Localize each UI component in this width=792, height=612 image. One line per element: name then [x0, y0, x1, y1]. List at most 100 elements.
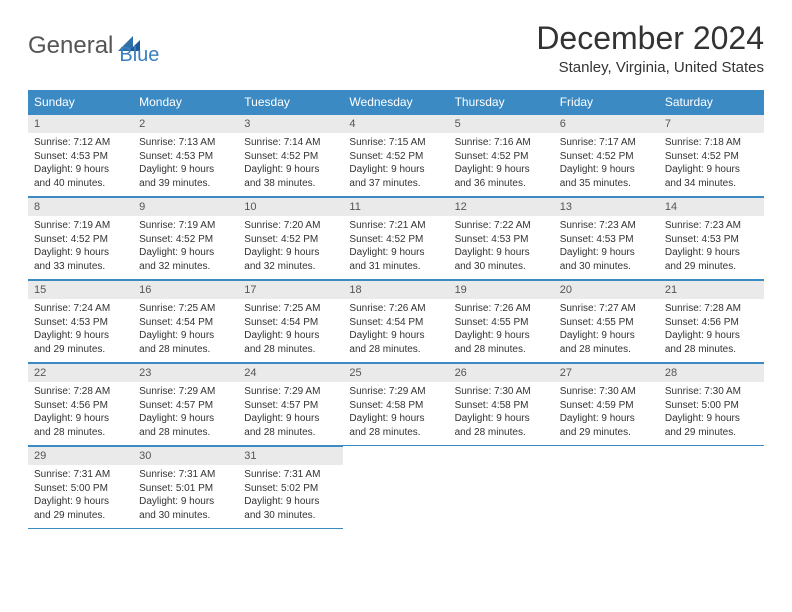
sunrise-line: Sunrise: 7:22 AM [455, 219, 548, 233]
day-cell: 8Sunrise: 7:19 AMSunset: 4:52 PMDaylight… [28, 197, 133, 280]
day-header: Sunday [28, 90, 133, 114]
daylight-line: Daylight: 9 hours and 28 minutes. [455, 329, 548, 356]
sunset-line: Sunset: 4:56 PM [665, 316, 758, 330]
day-content: Sunrise: 7:21 AMSunset: 4:52 PMDaylight:… [343, 216, 448, 279]
day-number: 25 [343, 363, 448, 382]
sunrise-line: Sunrise: 7:31 AM [244, 468, 337, 482]
day-content: Sunrise: 7:28 AMSunset: 4:56 PMDaylight:… [659, 299, 764, 362]
day-number: 13 [554, 197, 659, 216]
day-number: 16 [133, 280, 238, 299]
day-content: Sunrise: 7:23 AMSunset: 4:53 PMDaylight:… [659, 216, 764, 279]
day-cell: 30Sunrise: 7:31 AMSunset: 5:01 PMDayligh… [133, 446, 238, 529]
day-cell: 11Sunrise: 7:21 AMSunset: 4:52 PMDayligh… [343, 197, 448, 280]
day-header: Thursday [449, 90, 554, 114]
month-title: December 2024 [536, 20, 764, 57]
week-row: 15Sunrise: 7:24 AMSunset: 4:53 PMDayligh… [28, 280, 764, 363]
sunrise-line: Sunrise: 7:21 AM [349, 219, 442, 233]
sunrise-line: Sunrise: 7:31 AM [34, 468, 127, 482]
day-content: Sunrise: 7:15 AMSunset: 4:52 PMDaylight:… [343, 133, 448, 196]
day-content: Sunrise: 7:16 AMSunset: 4:52 PMDaylight:… [449, 133, 554, 196]
sunset-line: Sunset: 4:53 PM [34, 150, 127, 164]
sunset-line: Sunset: 4:53 PM [139, 150, 232, 164]
day-number: 6 [554, 114, 659, 133]
sunrise-line: Sunrise: 7:28 AM [34, 385, 127, 399]
sunrise-line: Sunrise: 7:29 AM [244, 385, 337, 399]
daylight-line: Daylight: 9 hours and 28 minutes. [139, 412, 232, 439]
day-number: 14 [659, 197, 764, 216]
sunset-line: Sunset: 4:54 PM [244, 316, 337, 330]
sunrise-line: Sunrise: 7:29 AM [349, 385, 442, 399]
day-content: Sunrise: 7:13 AMSunset: 4:53 PMDaylight:… [133, 133, 238, 196]
day-number: 12 [449, 197, 554, 216]
day-content: Sunrise: 7:12 AMSunset: 4:53 PMDaylight:… [28, 133, 133, 196]
sunrise-line: Sunrise: 7:30 AM [455, 385, 548, 399]
sunset-line: Sunset: 4:54 PM [349, 316, 442, 330]
day-header: Friday [554, 90, 659, 114]
week-row: 29Sunrise: 7:31 AMSunset: 5:00 PMDayligh… [28, 446, 764, 529]
daylight-line: Daylight: 9 hours and 33 minutes. [34, 246, 127, 273]
day-cell: 10Sunrise: 7:20 AMSunset: 4:52 PMDayligh… [238, 197, 343, 280]
day-number: 28 [659, 363, 764, 382]
sunset-line: Sunset: 4:57 PM [244, 399, 337, 413]
day-content: Sunrise: 7:14 AMSunset: 4:52 PMDaylight:… [238, 133, 343, 196]
day-header-row: SundayMondayTuesdayWednesdayThursdayFrid… [28, 90, 764, 114]
daylight-line: Daylight: 9 hours and 28 minutes. [244, 412, 337, 439]
sunrise-line: Sunrise: 7:31 AM [139, 468, 232, 482]
day-cell: 19Sunrise: 7:26 AMSunset: 4:55 PMDayligh… [449, 280, 554, 363]
sunrise-line: Sunrise: 7:15 AM [349, 136, 442, 150]
daylight-line: Daylight: 9 hours and 39 minutes. [139, 163, 232, 190]
day-cell: 1Sunrise: 7:12 AMSunset: 4:53 PMDaylight… [28, 114, 133, 197]
sunrise-line: Sunrise: 7:28 AM [665, 302, 758, 316]
daylight-line: Daylight: 9 hours and 28 minutes. [349, 412, 442, 439]
daylight-line: Daylight: 9 hours and 40 minutes. [34, 163, 127, 190]
daylight-line: Daylight: 9 hours and 29 minutes. [34, 495, 127, 522]
day-content: Sunrise: 7:30 AMSunset: 5:00 PMDaylight:… [659, 382, 764, 445]
sunrise-line: Sunrise: 7:14 AM [244, 136, 337, 150]
day-content: Sunrise: 7:19 AMSunset: 4:52 PMDaylight:… [28, 216, 133, 279]
day-number: 29 [28, 446, 133, 465]
logo-text-blue: Blue [119, 44, 159, 67]
daylight-line: Daylight: 9 hours and 34 minutes. [665, 163, 758, 190]
daylight-line: Daylight: 9 hours and 29 minutes. [560, 412, 653, 439]
logo-text-general: General [28, 32, 113, 60]
day-number: 17 [238, 280, 343, 299]
day-content: Sunrise: 7:22 AMSunset: 4:53 PMDaylight:… [449, 216, 554, 279]
day-cell: 28Sunrise: 7:30 AMSunset: 5:00 PMDayligh… [659, 363, 764, 446]
sunrise-line: Sunrise: 7:16 AM [455, 136, 548, 150]
sunset-line: Sunset: 5:01 PM [139, 482, 232, 496]
sunrise-line: Sunrise: 7:25 AM [139, 302, 232, 316]
day-content: Sunrise: 7:18 AMSunset: 4:52 PMDaylight:… [659, 133, 764, 196]
calendar-body: 1Sunrise: 7:12 AMSunset: 4:53 PMDaylight… [28, 114, 764, 529]
day-content: Sunrise: 7:26 AMSunset: 4:55 PMDaylight:… [449, 299, 554, 362]
day-content: Sunrise: 7:19 AMSunset: 4:52 PMDaylight:… [133, 216, 238, 279]
day-content: Sunrise: 7:30 AMSunset: 4:59 PMDaylight:… [554, 382, 659, 445]
day-cell: 18Sunrise: 7:26 AMSunset: 4:54 PMDayligh… [343, 280, 448, 363]
day-number: 1 [28, 114, 133, 133]
daylight-line: Daylight: 9 hours and 28 minutes. [34, 412, 127, 439]
sunrise-line: Sunrise: 7:18 AM [665, 136, 758, 150]
day-content: Sunrise: 7:23 AMSunset: 4:53 PMDaylight:… [554, 216, 659, 279]
sunset-line: Sunset: 4:52 PM [455, 150, 548, 164]
daylight-line: Daylight: 9 hours and 30 minutes. [244, 495, 337, 522]
title-block: December 2024 Stanley, Virginia, United … [536, 20, 764, 76]
sunset-line: Sunset: 4:52 PM [139, 233, 232, 247]
sunset-line: Sunset: 4:59 PM [560, 399, 653, 413]
day-number: 21 [659, 280, 764, 299]
sunrise-line: Sunrise: 7:30 AM [560, 385, 653, 399]
day-cell: 21Sunrise: 7:28 AMSunset: 4:56 PMDayligh… [659, 280, 764, 363]
day-cell: 3Sunrise: 7:14 AMSunset: 4:52 PMDaylight… [238, 114, 343, 197]
daylight-line: Daylight: 9 hours and 28 minutes. [349, 329, 442, 356]
day-content: Sunrise: 7:29 AMSunset: 4:58 PMDaylight:… [343, 382, 448, 445]
day-header: Wednesday [343, 90, 448, 114]
sunset-line: Sunset: 4:55 PM [455, 316, 548, 330]
day-cell: 20Sunrise: 7:27 AMSunset: 4:55 PMDayligh… [554, 280, 659, 363]
daylight-line: Daylight: 9 hours and 30 minutes. [560, 246, 653, 273]
sunset-line: Sunset: 4:58 PM [455, 399, 548, 413]
sunset-line: Sunset: 4:57 PM [139, 399, 232, 413]
day-header: Monday [133, 90, 238, 114]
sunrise-line: Sunrise: 7:13 AM [139, 136, 232, 150]
sunrise-line: Sunrise: 7:12 AM [34, 136, 127, 150]
sunrise-line: Sunrise: 7:26 AM [349, 302, 442, 316]
day-content: Sunrise: 7:28 AMSunset: 4:56 PMDaylight:… [28, 382, 133, 445]
day-number: 4 [343, 114, 448, 133]
